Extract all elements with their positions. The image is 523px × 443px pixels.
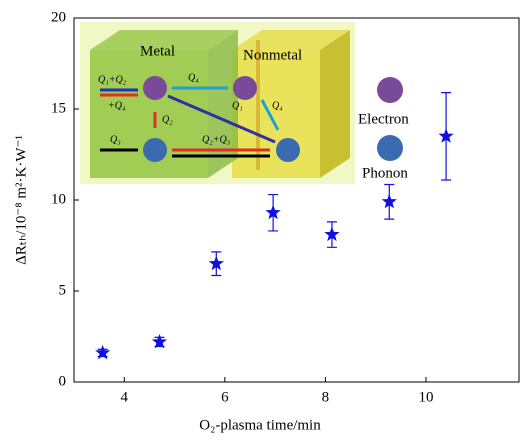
q-label: Q₂ [162, 114, 173, 125]
q-label: Q₁+Q₂ [98, 74, 127, 85]
y-axis-label: ΔRₜₕ/10⁻⁸ m²·K·W⁻¹ [13, 135, 29, 265]
electron-label: Electron [358, 111, 409, 127]
nonmetal-front [232, 50, 320, 178]
q-label: Q₂+Q₃ [202, 134, 231, 145]
q-label: Q₃ [110, 134, 121, 145]
q-label: Q₁ [232, 100, 243, 111]
nonmetal-side [320, 30, 350, 178]
x-tick-label: 6 [221, 389, 229, 405]
data-point [95, 345, 110, 360]
chart: Metal Nonmetal Electron Phonon Q₁+Q₂ +Q₄… [0, 0, 523, 438]
x-tick-label: 10 [418, 389, 433, 405]
y-tick-label: 15 [51, 100, 66, 116]
x-tick-label: 4 [121, 389, 129, 405]
electron-ball [377, 77, 403, 103]
q-label: Q₄ [272, 100, 283, 111]
electron-ball [233, 76, 257, 100]
x-axis-label: O₂-plasma time/min [199, 417, 321, 433]
phonon-ball [143, 138, 167, 162]
q-label: +Q₄ [108, 100, 126, 111]
phonon-label: Phonon [362, 165, 408, 181]
metal-label: Metal [140, 43, 175, 59]
nonmetal-label: Nonmetal [243, 47, 302, 63]
y-tick-label: 0 [59, 373, 67, 389]
y-tick-label: 10 [51, 191, 66, 207]
inset-diagram: Metal Nonmetal Electron Phonon Q₁+Q₂ +Q₄… [80, 22, 409, 184]
q-label: Q₄ [188, 72, 199, 83]
y-tick-label: 20 [51, 9, 66, 25]
electron-ball [143, 76, 167, 100]
phonon-ball [276, 138, 300, 162]
y-tick-label: 5 [59, 282, 67, 298]
phonon-ball [377, 135, 403, 161]
x-tick-label: 8 [322, 389, 330, 405]
